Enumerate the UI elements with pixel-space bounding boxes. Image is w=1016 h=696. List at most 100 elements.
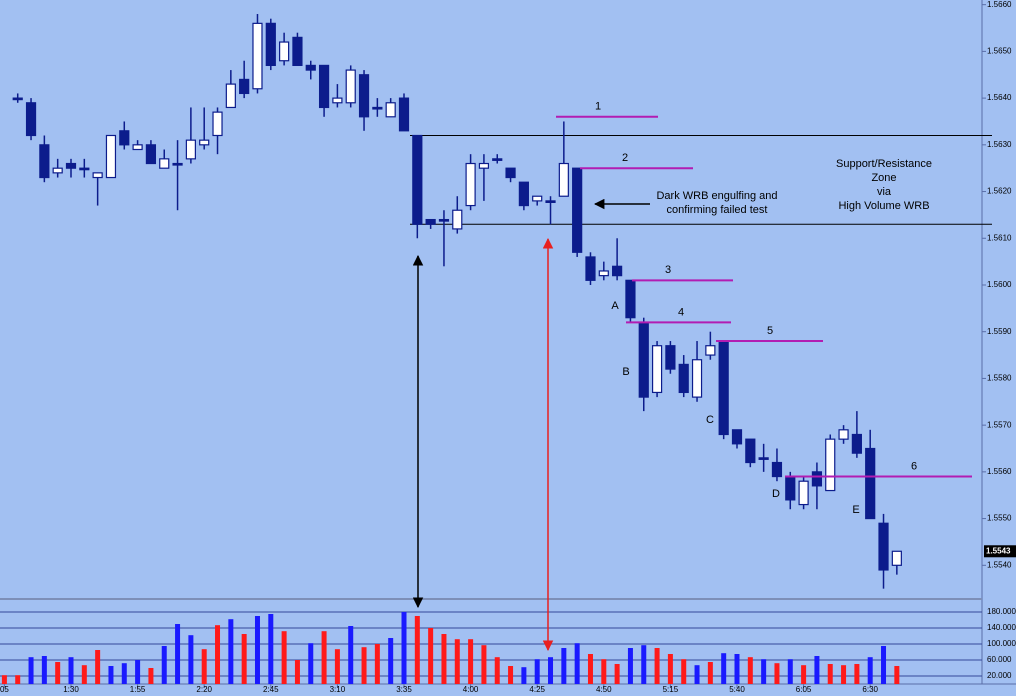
- y-tick-label: 1.5560: [987, 467, 1012, 476]
- volume-bar: [681, 659, 687, 684]
- candle-body: [119, 130, 130, 146]
- candle-body: [212, 111, 223, 137]
- candle-body: [612, 265, 623, 277]
- level-label: 1: [595, 101, 601, 113]
- volume-bar: [814, 656, 820, 684]
- x-tick-label: 2:45: [263, 685, 279, 694]
- volume-bar: [135, 660, 141, 684]
- x-tick-label: 4:25: [529, 685, 545, 694]
- x-tick-label: 3:35: [396, 685, 412, 694]
- candle-body: [65, 162, 77, 169]
- x-tick-label: 6:05: [796, 685, 812, 694]
- candle-body: [745, 438, 756, 464]
- candle-body: [332, 97, 343, 104]
- level-label: 6: [911, 460, 917, 472]
- engulf-note: Dark WRB engulfing and: [656, 190, 777, 202]
- candle-body: [172, 162, 183, 166]
- candle-body: [358, 74, 370, 118]
- candle-body: [771, 461, 783, 478]
- last-price-box: [984, 545, 1016, 558]
- x-tick-label: 05: [0, 685, 9, 694]
- candle-body: [651, 345, 663, 394]
- candle-body: [12, 97, 23, 101]
- x-tick-label: 4:50: [596, 685, 612, 694]
- volume-bar: [787, 659, 793, 684]
- candle-body: [545, 200, 556, 203]
- candle-body: [891, 550, 902, 566]
- volume-bar: [667, 654, 673, 684]
- candle-body: [518, 181, 529, 207]
- volume-bar: [641, 645, 647, 684]
- volume-bar: [548, 657, 554, 684]
- candle-body: [878, 522, 889, 571]
- volume-bar: [761, 659, 767, 684]
- zone-note: Zone: [871, 172, 896, 184]
- candle-body: [292, 36, 303, 67]
- candle-body: [252, 22, 263, 90]
- last-price-label: 1.5543: [986, 546, 1011, 555]
- y-tick-label: 1.5610: [987, 233, 1012, 242]
- candle-body: [239, 78, 250, 95]
- candle-body: [785, 475, 796, 501]
- candle-body: [372, 106, 383, 110]
- volume-bar: [15, 675, 21, 684]
- candle-body: [279, 41, 290, 62]
- volume-bar: [614, 664, 620, 684]
- volume-bar: [215, 625, 221, 684]
- volume-bar: [108, 666, 114, 684]
- y-tick-label: 1.5660: [987, 0, 1012, 9]
- candle-body: [691, 359, 703, 398]
- candle-body: [25, 102, 37, 137]
- volume-bar: [268, 614, 274, 684]
- level-label: 3: [665, 264, 671, 276]
- candle-body: [851, 433, 862, 454]
- candle-body: [318, 64, 330, 109]
- volume-bar: [454, 639, 460, 684]
- y-tick-label: 1.5650: [987, 47, 1012, 56]
- volume-bar: [361, 647, 367, 684]
- volume-bar: [867, 657, 873, 684]
- candle-body: [731, 429, 743, 445]
- volume-bar: [627, 648, 633, 684]
- volume-bar: [414, 616, 420, 684]
- candle-body: [52, 167, 63, 174]
- volume-bar: [894, 666, 900, 684]
- candle-body: [718, 340, 729, 436]
- candle-body: [265, 22, 276, 67]
- candle-body: [412, 134, 423, 225]
- volume-bar: [374, 644, 380, 684]
- volume-bar: [521, 667, 527, 684]
- volume-bar: [348, 626, 354, 684]
- volume-bar: [654, 648, 660, 684]
- volume-bar: [334, 649, 340, 684]
- volume-bar: [81, 665, 87, 684]
- candle-body: [478, 162, 490, 169]
- x-tick-label: 5:40: [729, 685, 745, 694]
- y-tick-label: 1.5550: [987, 514, 1012, 523]
- volume-bar: [508, 666, 514, 684]
- volume-bar: [881, 646, 887, 684]
- volume-bar: [1, 675, 7, 684]
- x-tick-label: 6:30: [862, 685, 878, 694]
- zone-note: via: [877, 186, 892, 198]
- volume-bar: [148, 668, 154, 684]
- volume-bar: [175, 624, 181, 684]
- y-tick-label: 1.5600: [987, 280, 1012, 289]
- candle-body: [79, 167, 90, 171]
- x-tick-label: 4:00: [463, 685, 479, 694]
- volume-bar: [841, 665, 847, 684]
- volume-bar: [561, 648, 567, 684]
- candle-body: [665, 345, 676, 370]
- volume-bar: [774, 663, 780, 684]
- volume-bar: [388, 638, 394, 684]
- engulf-note: confirming failed test: [667, 204, 768, 216]
- volume-bar: [441, 634, 447, 684]
- volume-bar: [601, 659, 607, 684]
- volume-bar: [321, 631, 327, 684]
- candle-body: [798, 480, 809, 506]
- volume-bar: [801, 665, 807, 684]
- y-tick-label: 140.000: [987, 623, 1016, 632]
